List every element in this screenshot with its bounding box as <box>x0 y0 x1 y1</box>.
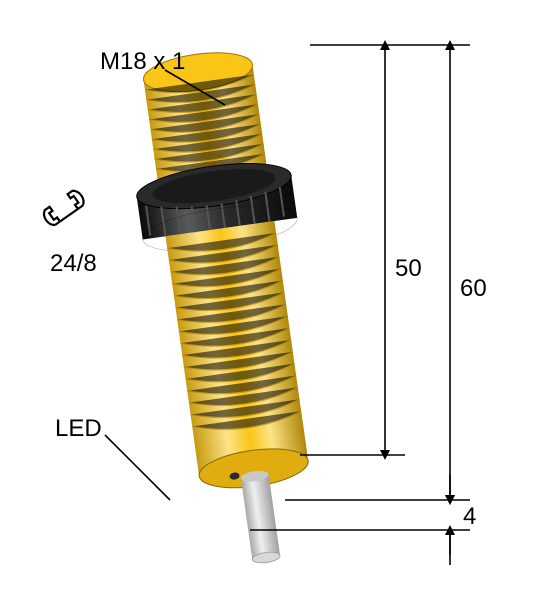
cable <box>240 469 281 564</box>
led-label: LED <box>55 415 102 443</box>
dim-4: 4 <box>463 503 476 531</box>
wrench-label: 24/8 <box>50 250 97 278</box>
wrench-icon <box>41 188 87 227</box>
dim-60: 60 <box>460 275 487 303</box>
led-label-leader <box>105 435 170 500</box>
sensor-lower-body <box>166 221 311 494</box>
dim-50: 50 <box>395 255 422 283</box>
thread-label: M18 x 1 <box>100 48 185 76</box>
